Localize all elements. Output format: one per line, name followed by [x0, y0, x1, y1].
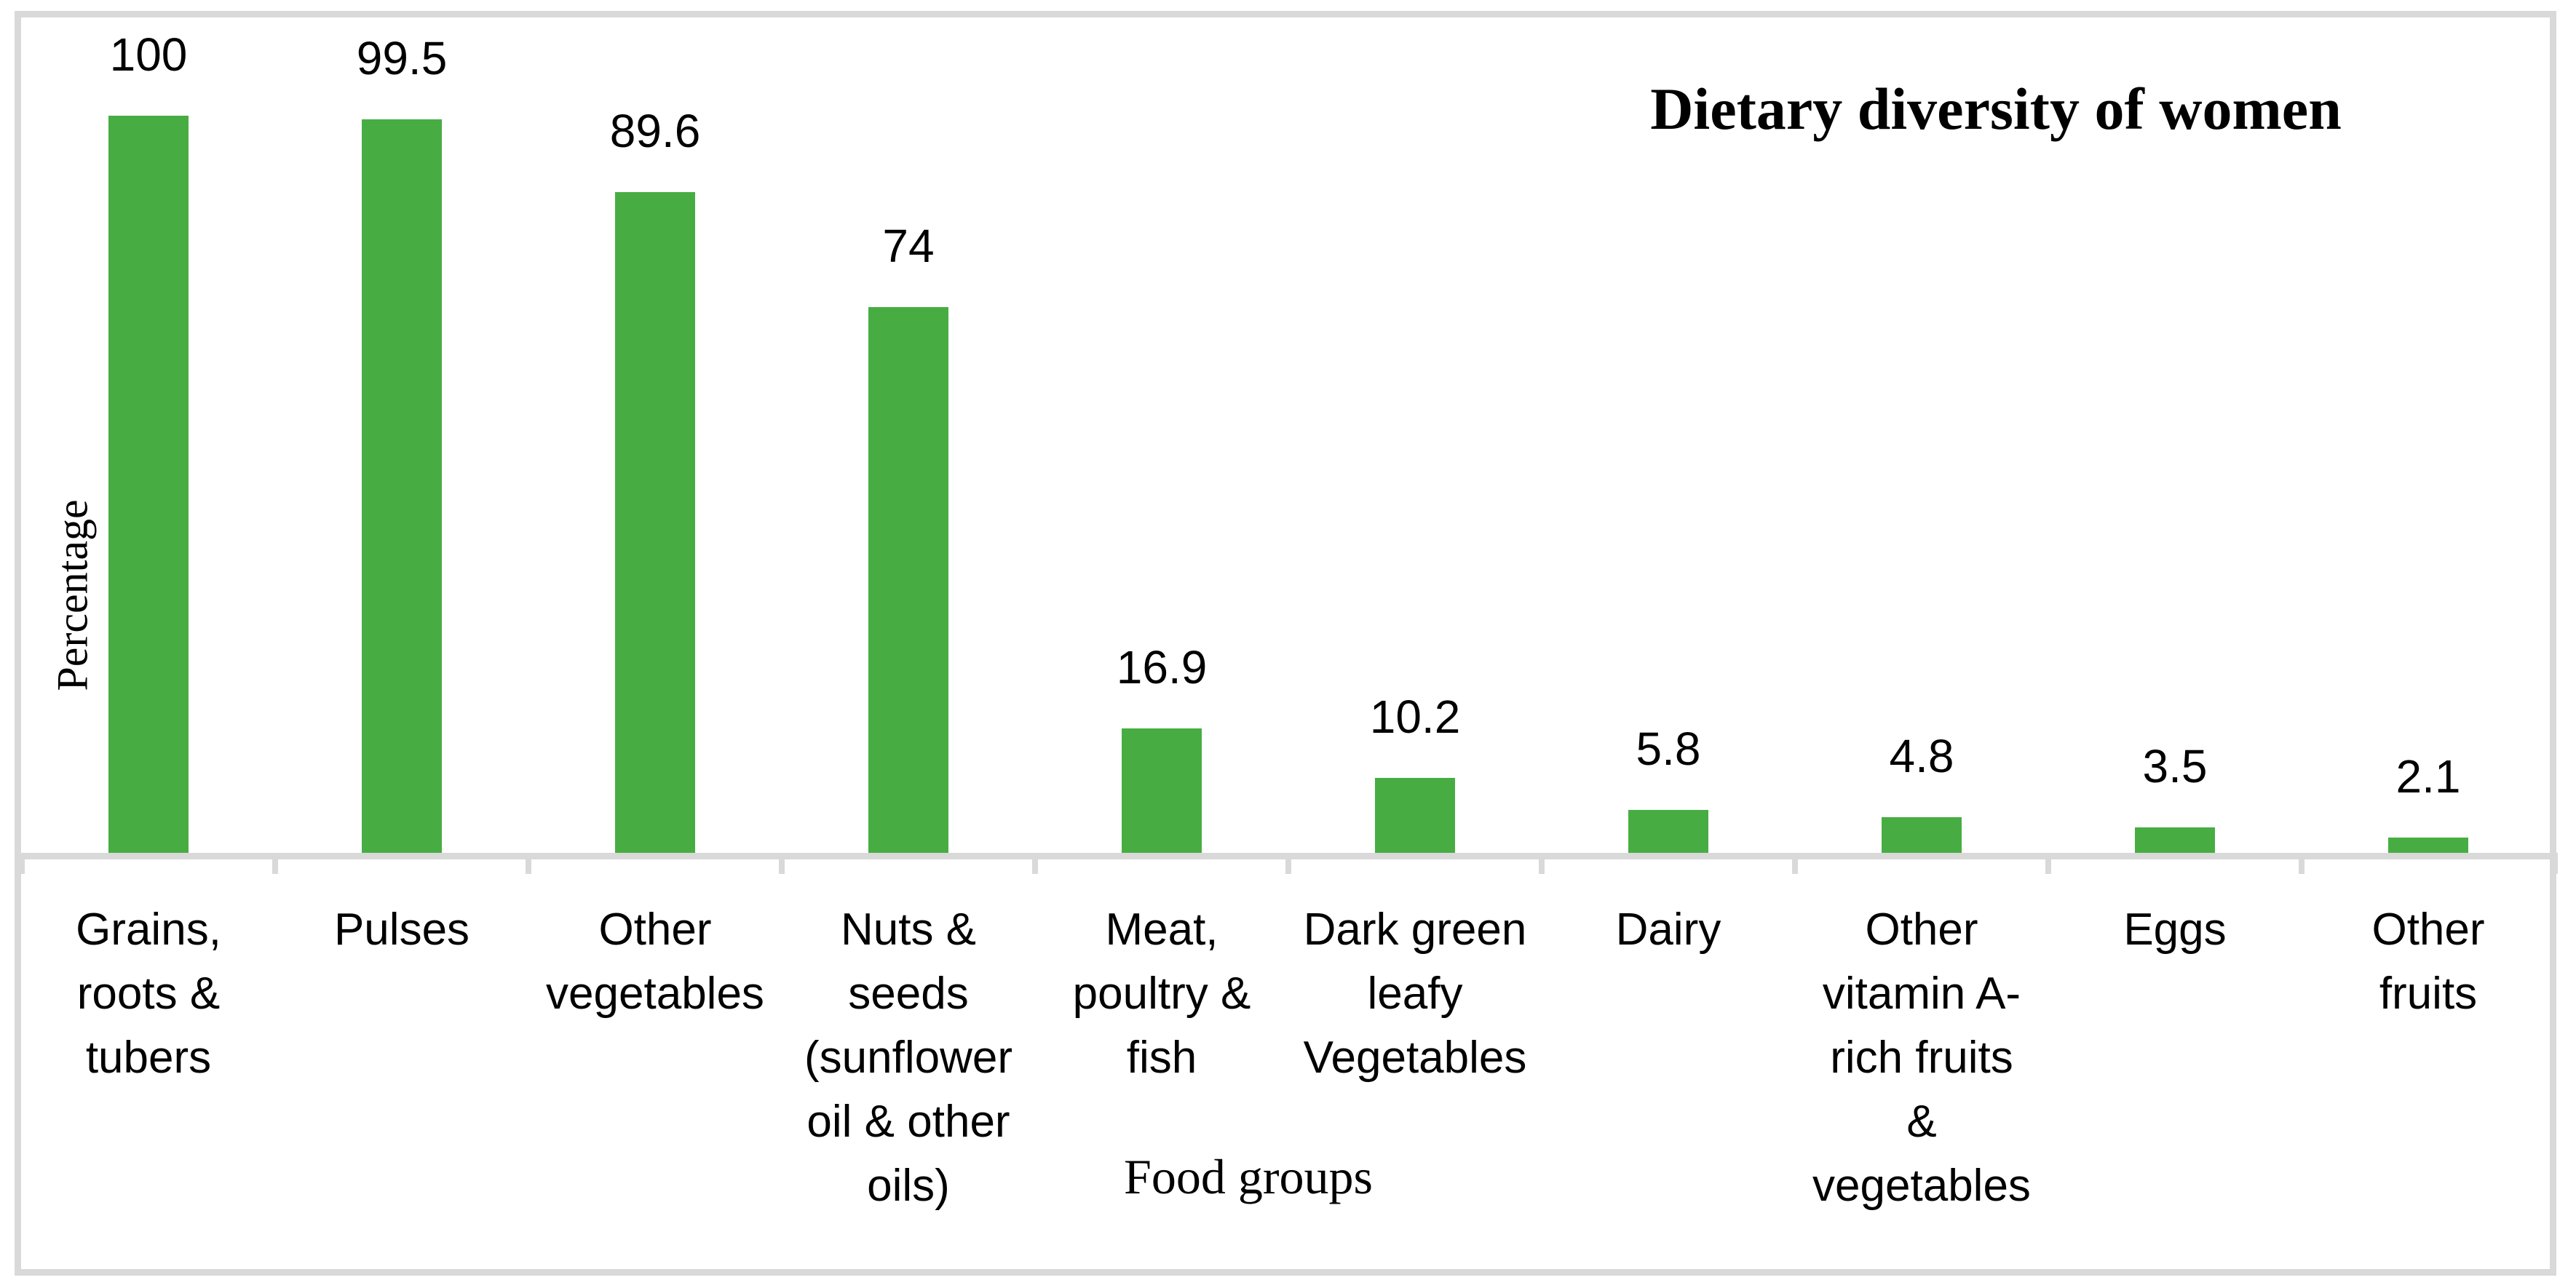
category-label: Eggs	[2123, 905, 2227, 955]
bar	[868, 307, 948, 853]
bar-column: 100	[22, 0, 275, 853]
category-label: Other vegetables	[546, 905, 764, 1019]
bar	[615, 192, 695, 853]
axis-tick	[1539, 853, 1545, 874]
axis-tick	[1285, 853, 1291, 874]
bar	[108, 116, 189, 853]
category-label: Pulses	[333, 905, 470, 955]
bar	[2388, 838, 2468, 853]
bar-column: 2.1	[2302, 0, 2555, 853]
category-label: Other vitamin A- rich fruits & vegetable…	[1812, 905, 2031, 1212]
bar	[1122, 728, 1202, 853]
axis-tick	[19, 853, 25, 874]
bar-column: 99.5	[275, 0, 528, 853]
axis-tick	[526, 853, 531, 874]
bar-value-label: 89.6	[609, 105, 701, 157]
axis-tick	[2299, 853, 2304, 874]
category-label: Meat, poultry & fish	[1072, 905, 1251, 1084]
bar-column: 4.8	[1795, 0, 2048, 853]
bar-column: 3.5	[2048, 0, 2302, 853]
chart-border-frame	[15, 11, 2556, 1276]
bar-column: 5.8	[1542, 0, 1795, 853]
category-axis-labels: Grains, roots & tubers Pulses Other vegeta…	[22, 898, 2555, 1218]
category-label: Dark green leafy Vegetables	[1303, 905, 1527, 1084]
bar-column: 16.9	[1035, 0, 1288, 853]
bar	[1628, 810, 1708, 853]
category-label: Nuts & seeds (sunflower oil & other oils…	[804, 905, 1012, 1212]
bar	[362, 119, 442, 853]
bar-column: 74	[782, 0, 1035, 853]
bar	[1375, 778, 1455, 853]
bar-value-label: 4.8	[1889, 730, 1954, 782]
bar-value-label: 100	[109, 28, 188, 81]
category-label: Dairy	[1615, 905, 1721, 955]
bar-value-label: 2.1	[2395, 750, 2461, 803]
bar-value-label: 10.2	[1369, 691, 1461, 743]
bar-value-label: 99.5	[356, 32, 448, 84]
bar-column: 89.6	[528, 0, 782, 853]
axis-tick	[2045, 853, 2051, 874]
bar-column: 10.2	[1288, 0, 1542, 853]
axis-tick	[2552, 853, 2558, 874]
y-axis-title: Percentage	[48, 499, 97, 691]
bar-value-label: 5.8	[1636, 723, 1701, 775]
bar	[2135, 827, 2215, 853]
plot-area: 100 99.5 89.6 74 16.9 10.2 5.8 4.8 3.5 2.1	[22, 0, 2555, 853]
axis-tick	[779, 853, 785, 874]
axis-tick	[272, 853, 278, 874]
bar-value-label: 3.5	[2142, 740, 2208, 792]
x-axis-title: Food groups	[1124, 1149, 1373, 1204]
bar-value-label: 74	[882, 220, 935, 272]
axis-tick	[1792, 853, 1798, 874]
bar	[1882, 817, 1962, 853]
chart-title: Dietary diversity of women	[1650, 76, 2342, 142]
bar-value-label: 16.9	[1116, 641, 1208, 693]
axis-tick	[1032, 853, 1038, 874]
category-label: Grains, roots & tubers	[76, 905, 221, 1084]
category-label: Other fruits	[2371, 905, 2485, 1019]
